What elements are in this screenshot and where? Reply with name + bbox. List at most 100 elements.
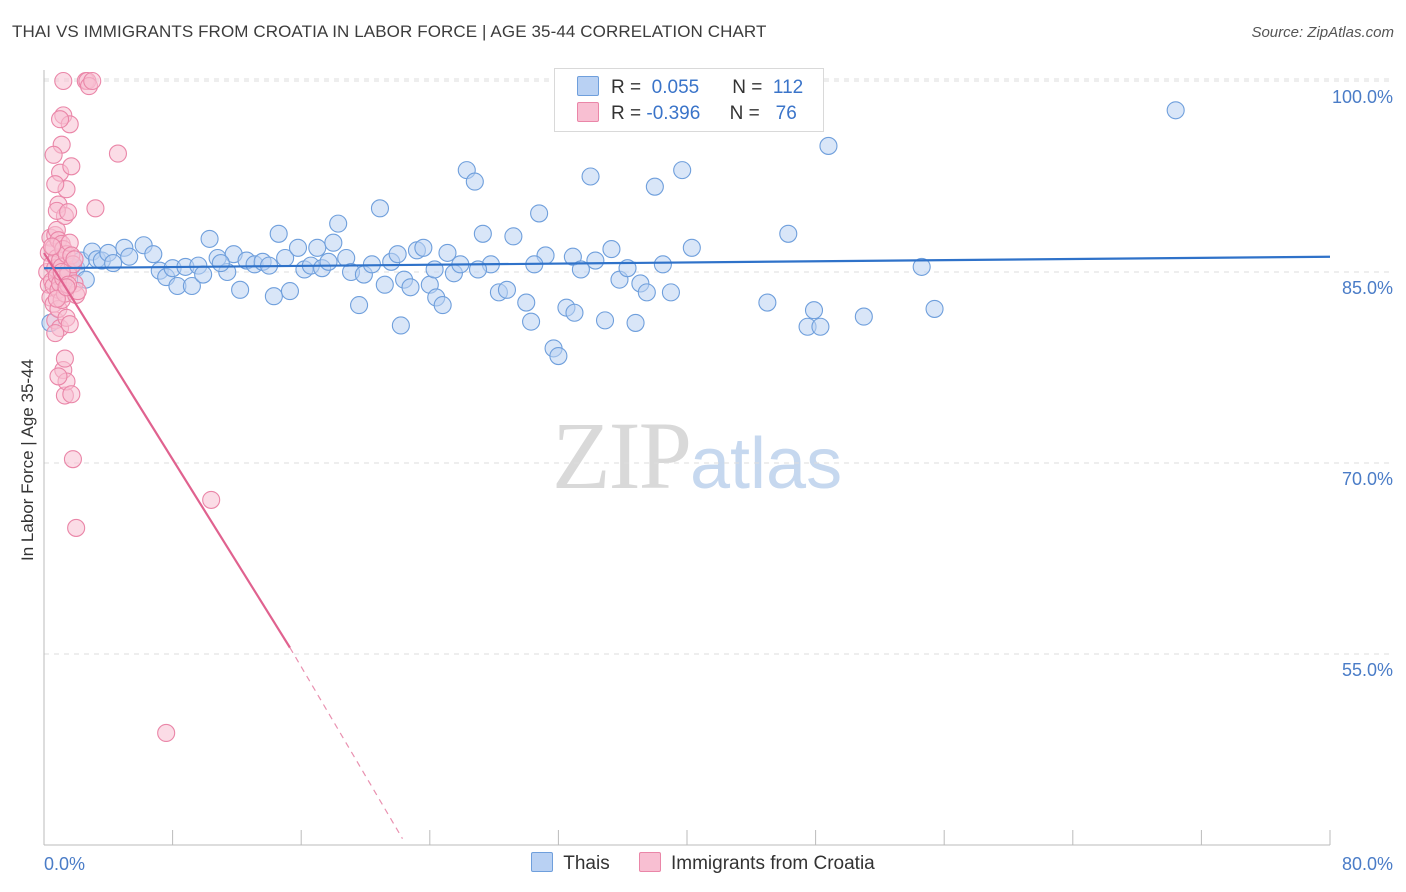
legend-n-value: 112 <box>772 77 804 98</box>
thais-point <box>819 136 838 155</box>
trend-layer <box>43 252 1331 839</box>
thais-point <box>571 260 590 279</box>
thais-point <box>912 257 931 276</box>
thais-point <box>329 214 348 233</box>
croatia-point <box>83 71 102 91</box>
legend-label-thais: Thais <box>563 853 610 874</box>
croatia-point <box>60 315 79 334</box>
croatia-point <box>55 349 74 368</box>
thais-point <box>438 243 457 262</box>
thais-point <box>280 282 299 301</box>
thais-point <box>264 287 283 306</box>
thais-point <box>425 260 444 279</box>
thais-point <box>194 265 213 284</box>
thais-point <box>586 251 605 270</box>
thais-point <box>319 252 338 271</box>
legend-row-thais: R = 0.055 N = 112 <box>577 76 803 100</box>
thais-point <box>350 296 369 315</box>
thais-point <box>779 224 798 243</box>
thais-point <box>388 245 407 264</box>
thais-point <box>308 238 327 257</box>
thais-point <box>104 254 123 273</box>
thais-point <box>269 224 288 243</box>
y-tick-label: 55.0% <box>1342 660 1393 680</box>
thais-point <box>182 276 201 296</box>
thais-point <box>370 199 390 218</box>
legend-item-croatia: Immigrants from Croatia <box>638 852 875 875</box>
legend-row-croatia: R = -0.396 N = 76 <box>577 102 797 126</box>
croatia-swatch <box>638 852 661 872</box>
chart-title: THAI VS IMMIGRANTS FROM CROATIA IN LABOR… <box>12 22 767 41</box>
y-tick-label: 100.0% <box>1332 87 1393 107</box>
thais-point <box>602 240 621 259</box>
thais-point <box>200 229 219 248</box>
thais-swatch <box>577 76 599 96</box>
croatia-point <box>65 250 84 269</box>
axis-layer <box>43 70 1331 846</box>
thais-point <box>530 204 549 223</box>
thais-point <box>120 247 139 266</box>
legend-label-croatia: Immigrants from Croatia <box>670 853 875 874</box>
legend-item-thais: Thais <box>531 852 610 875</box>
thais-point <box>1166 101 1185 120</box>
correlation-legend: R = 0.055 N = 112 R = -0.396 N = 76 <box>554 68 824 132</box>
thais-point <box>758 293 777 312</box>
y-tick-label: 70.0% <box>1342 469 1393 489</box>
thais-point <box>473 224 492 243</box>
grid-layer <box>44 78 1392 655</box>
thais-point <box>211 254 230 273</box>
croatia-point <box>86 199 105 218</box>
thais-point <box>231 280 250 299</box>
watermark: ZIPatlas <box>552 400 842 511</box>
legend-n-label: N = <box>729 103 760 124</box>
thais-point <box>595 311 615 330</box>
label-layer: 100.0% 85.0% 70.0% 55.0% 0.0% 80.0% <box>44 87 1393 874</box>
thais-point <box>375 275 394 294</box>
croatia-point <box>157 723 176 742</box>
croatia-swatch <box>577 102 599 122</box>
legend-n-value: 76 <box>775 103 797 124</box>
thais-point <box>645 177 664 196</box>
croatia-point <box>42 237 62 256</box>
croatia-point <box>46 324 65 343</box>
series-legend: Thais Immigrants from Croatia <box>0 852 1406 875</box>
croatia-point <box>62 385 81 404</box>
legend-r-value: -0.396 <box>646 103 701 124</box>
thais-point <box>504 227 523 246</box>
croatia-point <box>59 203 78 222</box>
thais-point <box>653 255 672 274</box>
croatia-point <box>54 71 73 91</box>
croatia-point <box>63 450 82 469</box>
thais-point <box>563 247 582 266</box>
croatia-point <box>202 490 221 509</box>
legend-r-label: R = <box>611 77 642 98</box>
thais-point <box>565 303 584 322</box>
thais-point <box>497 280 517 299</box>
thais-point <box>414 238 433 257</box>
croatia-point <box>67 518 86 537</box>
thais-point <box>433 296 452 315</box>
thais-point <box>324 233 343 252</box>
thais-point <box>811 317 830 336</box>
croatia-point <box>46 175 65 194</box>
croatia-point <box>62 157 81 176</box>
thais-point <box>288 238 308 257</box>
thais-point <box>925 299 944 318</box>
x-tick-label: 80.0% <box>1342 854 1393 874</box>
thais-point <box>401 278 420 297</box>
legend-r-value: 0.055 <box>651 77 700 98</box>
thais-swatch <box>531 852 554 872</box>
croatia-point <box>108 144 127 163</box>
thais-point <box>517 293 536 312</box>
thais-point <box>549 346 568 366</box>
thais-point <box>581 167 600 186</box>
thais-point <box>391 316 410 335</box>
points-layer <box>38 71 1185 742</box>
thais-point <box>804 301 824 320</box>
thais-point <box>854 307 873 326</box>
thais-point <box>144 245 163 264</box>
watermark-zip: ZIP <box>552 402 692 509</box>
thais-trend-line <box>43 255 1331 270</box>
thais-point <box>637 283 656 302</box>
